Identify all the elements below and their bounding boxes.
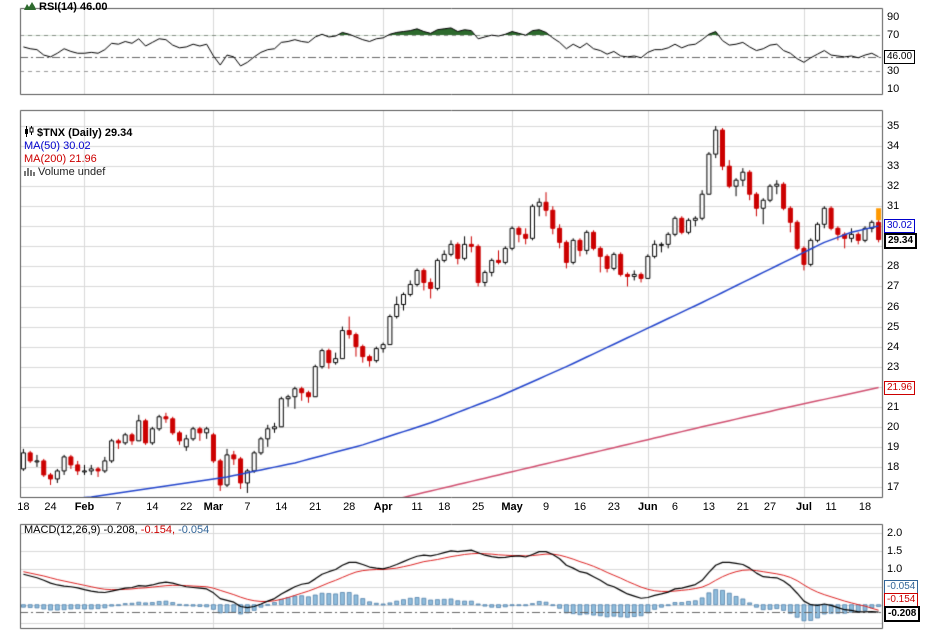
y-axis-tick-label: 1.0 (887, 562, 903, 575)
x-axis-tick-label: Jun (638, 501, 658, 513)
y-axis-tick-label: 10 (887, 83, 900, 96)
x-axis-tick-label: 14 (146, 501, 159, 513)
macd-hist-value-box: -0.054 (884, 580, 919, 595)
x-axis-tick-label: 7 (244, 501, 251, 513)
x-axis-tick-label: May (501, 501, 523, 513)
y-axis-tick-label: 34 (887, 140, 900, 153)
y-axis-tick-label: 19 (887, 440, 900, 453)
y-axis-tick-label: 26 (887, 300, 900, 313)
x-axis-tick-label: 21 (309, 501, 322, 513)
macd-signal-legend-label: -0.154, (140, 524, 176, 536)
x-axis-tick-label: 7 (115, 501, 122, 513)
x-axis-tick-label: 23 (607, 501, 621, 513)
x-axis-tick-label: 18 (858, 501, 872, 513)
y-axis-tick-label: 24 (887, 340, 900, 353)
main-chart-legend: $TNX (Daily) 29.34 MA(50) 30.02 MA(200) … (24, 126, 132, 179)
y-axis-tick-label: 25 (887, 320, 900, 333)
y-axis-tick-label: 1.5 (887, 544, 903, 557)
x-axis-tick-label: 13 (702, 501, 716, 513)
y-axis-tick-label: 17 (887, 480, 900, 493)
x-axis-tick-label: 16 (573, 501, 587, 513)
ma200-value-box: 21.96 (884, 380, 916, 395)
x-axis-tick-label: Mar (203, 501, 224, 513)
macd-signal-value-box: -0.154 (884, 593, 919, 608)
x-axis-tick-label: 6 (671, 501, 679, 513)
y-axis-tick-label: 90 (887, 11, 900, 24)
macd-line-value-box: -0.208 (884, 606, 921, 623)
y-axis-tick-label: 31 (887, 200, 900, 213)
rsi-indicator-icon (24, 2, 36, 10)
y-axis-tick-label: 32 (887, 180, 900, 193)
x-axis-tick-label: Jul (795, 501, 812, 513)
y-axis-tick-label: 33 (887, 160, 900, 173)
y-axis-tick-label: 28 (887, 260, 900, 273)
x-axis-tick-label: Feb (74, 501, 95, 513)
ma50-legend-label: MA(50) 30.02 (24, 140, 91, 152)
rsi-legend: RSI(14) 46.00 (24, 1, 107, 13)
x-axis-tick-label: Apr (373, 501, 393, 513)
x-axis-tick-label: 24 (44, 501, 57, 513)
x-axis-tick-label: 14 (275, 501, 288, 513)
y-axis-tick-label: 27 (887, 280, 900, 293)
x-axis-tick-label: 18 (438, 501, 451, 513)
candlestick-icon (25, 126, 34, 137)
y-axis-tick-label: 30 (887, 65, 900, 78)
x-axis-tick-label: 18 (17, 501, 30, 513)
x-axis-tick-label: 11 (825, 501, 837, 513)
x-axis-tick-label: 11 (411, 501, 423, 513)
ma200-legend-label: MA(200) 21.96 (24, 153, 97, 165)
volume-bars-icon (24, 168, 35, 176)
y-axis-tick-label: 20 (887, 420, 900, 433)
macd-legend: MACD(12,26,9) -0.208, -0.154, -0.054 (24, 524, 209, 536)
last-price-value-box: 29.34 (884, 232, 918, 249)
y-axis-tick-label: 21 (887, 400, 900, 413)
rsi-value-box: 46.00 (884, 49, 916, 64)
x-axis-tick-label: 9 (542, 501, 550, 513)
x-axis-tick-label: 21 (736, 501, 749, 513)
x-axis-tick-label: 27 (763, 501, 777, 513)
y-axis-tick-label: 18 (887, 460, 900, 473)
x-axis-tick-label: 22 (180, 501, 193, 513)
x-axis-tick-label: 28 (343, 501, 356, 513)
ma50-value-box: 30.02 (884, 218, 916, 233)
volume-legend-label: Volume undef (38, 166, 106, 178)
x-axis-tick-label: 25 (472, 501, 485, 513)
macd-hist-legend-label: -0.054 (178, 524, 210, 536)
symbol-legend-label: $TNX (Daily) 29.34 (37, 127, 133, 139)
rsi-legend-label: RSI(14) 46.00 (39, 1, 108, 13)
y-axis-tick-label: 70 (887, 29, 900, 42)
y-axis-tick-label: 2.0 (887, 526, 903, 539)
y-axis-tick-label: 35 (887, 120, 900, 133)
macd-legend-label: MACD(12,26,9) -0.208, (24, 524, 138, 536)
y-axis-tick-label: 23 (887, 360, 900, 373)
